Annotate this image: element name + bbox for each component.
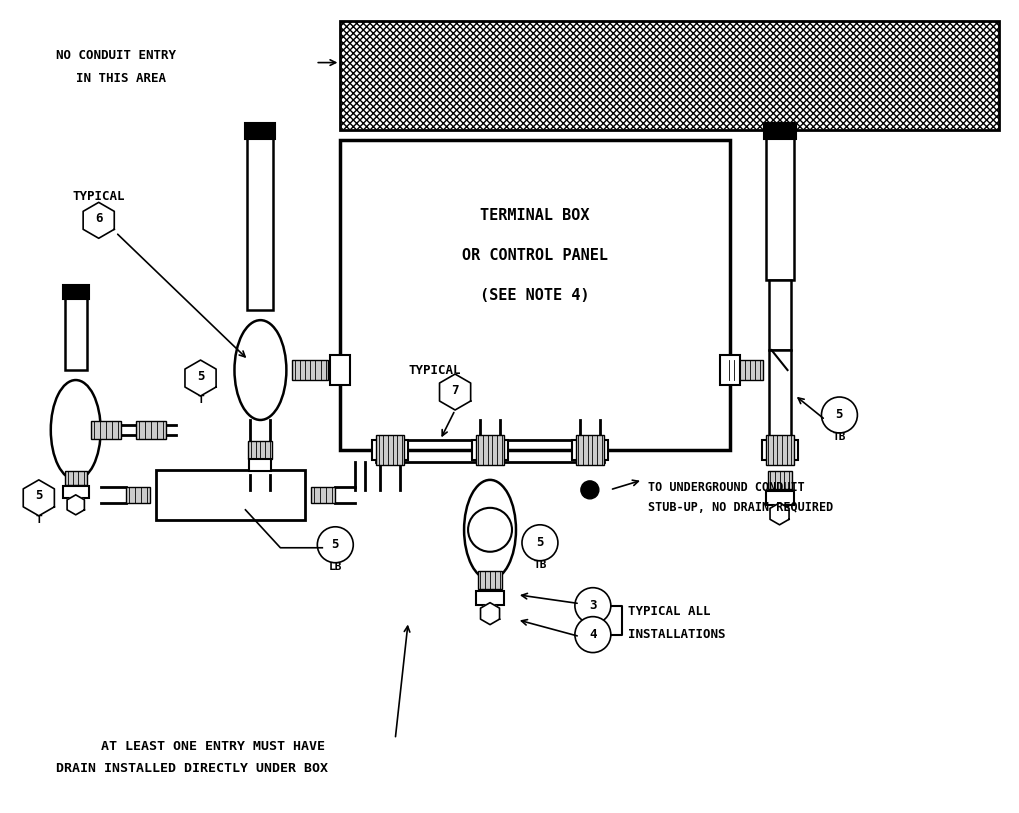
Text: NO CONDUIT ENTRY: NO CONDUIT ENTRY	[56, 49, 175, 62]
Text: TB: TB	[533, 559, 547, 570]
Text: AT LEAST ONE ENTRY MUST HAVE: AT LEAST ONE ENTRY MUST HAVE	[101, 740, 325, 753]
Bar	[246, 124, 275, 140]
Bar	[765, 435, 794, 465]
Polygon shape	[439, 374, 471, 410]
Text: 5: 5	[197, 370, 204, 383]
Text: 5: 5	[836, 408, 843, 421]
Bar	[312, 487, 335, 502]
Text: LB: LB	[328, 562, 342, 572]
Bar	[478, 571, 502, 589]
Text: (SEE NOTE 4): (SEE NOTE 4)	[480, 288, 590, 302]
Polygon shape	[481, 602, 499, 624]
Bar	[372, 440, 409, 460]
Bar	[330, 355, 351, 385]
Bar	[125, 487, 150, 502]
Bar	[476, 591, 504, 605]
Circle shape	[575, 588, 610, 624]
Polygon shape	[770, 502, 789, 525]
Text: 6: 6	[95, 212, 103, 225]
Bar	[572, 440, 607, 460]
Bar	[765, 130, 794, 280]
Polygon shape	[84, 202, 114, 238]
Bar	[248, 130, 273, 311]
Bar	[719, 355, 740, 385]
Bar	[65, 471, 87, 485]
Text: T: T	[197, 395, 204, 405]
Text: STUB-UP, NO DRAIN REQUIRED: STUB-UP, NO DRAIN REQUIRED	[648, 502, 833, 515]
Bar	[376, 435, 405, 465]
Bar	[761, 440, 798, 460]
Text: DRAIN INSTALLED DIRECTLY UNDER BOX: DRAIN INSTALLED DIRECTLY UNDER BOX	[56, 762, 328, 775]
Bar	[340, 20, 1000, 130]
Bar	[63, 486, 89, 498]
Ellipse shape	[464, 480, 516, 580]
Polygon shape	[23, 480, 54, 515]
Circle shape	[581, 480, 599, 499]
Bar	[476, 435, 504, 465]
Text: TYPICAL: TYPICAL	[72, 190, 125, 203]
Text: 5: 5	[35, 489, 43, 502]
Bar	[472, 440, 508, 460]
Text: TERMINAL BOX: TERMINAL BOX	[480, 208, 590, 223]
Bar	[91, 421, 120, 439]
Bar	[249, 441, 272, 459]
Text: 3: 3	[589, 599, 596, 612]
Text: TB: TB	[833, 432, 846, 442]
Bar	[65, 290, 87, 370]
Text: 5: 5	[536, 537, 544, 550]
Text: OR CONTROL PANEL: OR CONTROL PANEL	[462, 248, 608, 263]
Circle shape	[575, 616, 610, 653]
Polygon shape	[185, 360, 216, 396]
Bar	[136, 421, 166, 439]
Bar	[768, 350, 791, 450]
Polygon shape	[67, 495, 85, 515]
Circle shape	[522, 525, 558, 561]
Bar	[765, 491, 794, 505]
Text: 5: 5	[331, 538, 339, 551]
Bar	[767, 471, 792, 489]
Bar	[340, 141, 730, 450]
Text: T: T	[36, 515, 42, 525]
Text: TYPICAL: TYPICAL	[409, 363, 462, 376]
Circle shape	[821, 397, 857, 433]
Bar	[727, 360, 762, 380]
Bar	[576, 435, 604, 465]
Circle shape	[317, 527, 354, 563]
Bar	[768, 280, 791, 350]
Text: TO UNDERGROUND CONDUIT: TO UNDERGROUND CONDUIT	[648, 481, 805, 494]
Bar	[292, 360, 328, 380]
Text: 7: 7	[451, 384, 459, 397]
Circle shape	[468, 508, 512, 552]
Text: INSTALLATIONS: INSTALLATIONS	[628, 628, 726, 641]
Ellipse shape	[234, 320, 286, 420]
Ellipse shape	[51, 380, 101, 480]
Bar	[63, 285, 89, 299]
Text: TYPICAL ALL: TYPICAL ALL	[628, 605, 710, 618]
Bar	[250, 459, 271, 471]
Bar	[763, 124, 796, 140]
Text: 4: 4	[589, 628, 596, 641]
Text: IN THIS AREA: IN THIS AREA	[75, 72, 166, 85]
Bar	[156, 470, 306, 520]
